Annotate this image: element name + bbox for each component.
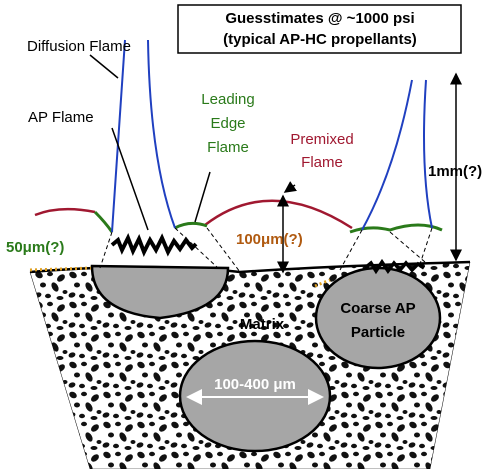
label: Coarse AP: [340, 300, 415, 317]
label: Premixed: [290, 131, 353, 148]
label: Particle: [351, 324, 405, 341]
flame-edges: [99, 227, 433, 273]
label: Edge: [210, 115, 245, 132]
ap-flame-right: [363, 258, 425, 275]
label: 100-400 μm: [214, 376, 296, 393]
label: Diffusion Flame: [27, 38, 131, 55]
label: Leading: [201, 91, 254, 108]
ap-particle-left: [90, 264, 230, 320]
label: Flame: [207, 139, 249, 156]
label: 100μm(?): [236, 231, 303, 248]
ap-particle-right: [314, 266, 442, 370]
binder-layer: [29, 266, 331, 288]
label: Matrix: [240, 316, 285, 333]
header-line: Guesstimates @ ~1000 psi: [225, 10, 414, 27]
pointers: [89, 54, 295, 231]
label: 50μm(?): [6, 239, 64, 256]
label: AP Flame: [28, 109, 94, 126]
label: Flame: [301, 154, 343, 171]
label: 1mm(?): [428, 163, 482, 180]
ap-flame: [110, 233, 198, 257]
header-box: [177, 4, 462, 54]
diffusion-flame: [111, 39, 433, 233]
header-line: (typical AP-HC propellants): [223, 31, 417, 48]
